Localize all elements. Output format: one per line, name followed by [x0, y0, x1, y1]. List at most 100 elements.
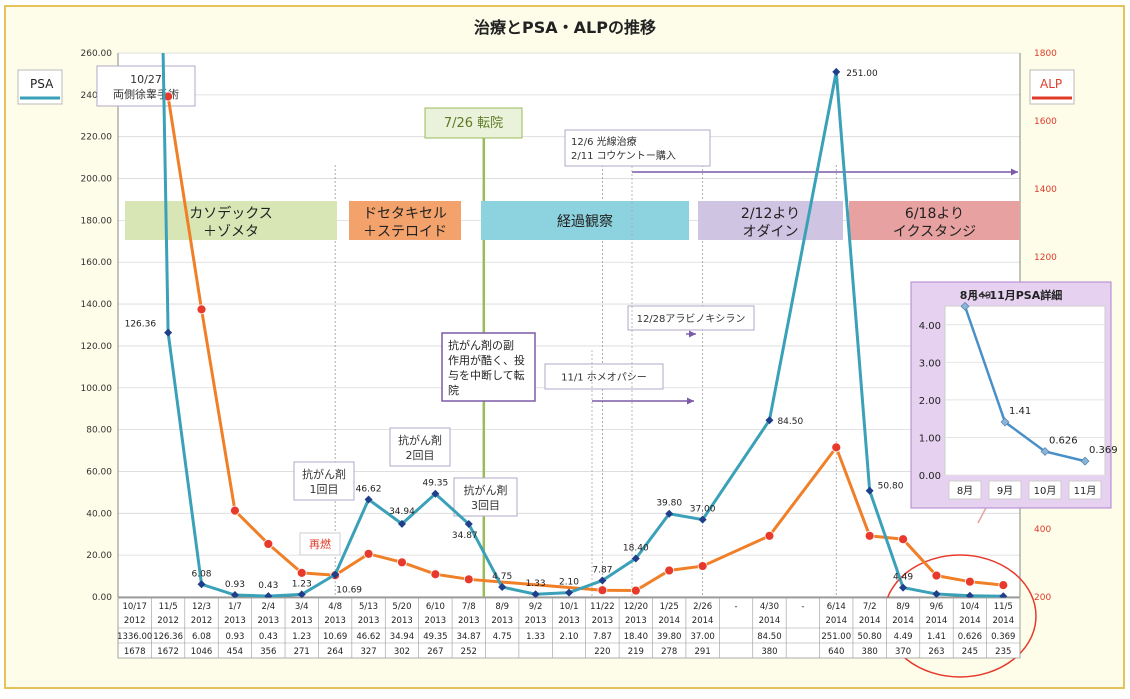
- phase-label: ＋ステロイド: [363, 224, 447, 240]
- table-year: 2014: [759, 616, 781, 626]
- alp-point: [397, 557, 407, 568]
- psa-data-label: 34.94: [389, 507, 415, 517]
- table-year: 2013: [558, 616, 580, 626]
- table-psa-value: 0.369: [991, 632, 1015, 642]
- alp-point: [597, 585, 608, 596]
- table-psa-value: 84.50: [757, 632, 781, 642]
- inset-data-label: 0.369: [1089, 445, 1118, 456]
- phase-label: イクスタンジ: [893, 224, 976, 240]
- table-year: 2013: [458, 616, 480, 626]
- table-date: 7/8: [462, 602, 476, 612]
- alp-point: [664, 565, 675, 576]
- psa-data-label: 2.10: [559, 578, 579, 588]
- chart-title: 治療とPSA・ALPの推移: [474, 18, 656, 37]
- inset-category-label: 11月: [1074, 485, 1097, 497]
- table-year: 2013: [291, 616, 313, 626]
- phase-label: ドセタキセル: [363, 206, 447, 222]
- homeo-annotation-text: 11/1 ホメオパシー: [561, 372, 647, 384]
- table-date: 9/2: [529, 602, 543, 612]
- psa-data-label: 34.87: [452, 531, 478, 541]
- phase-label: 経過観察: [557, 213, 613, 230]
- radiation-annotation-text: 2/11 コウケントー購入: [571, 149, 676, 162]
- phase-band: [481, 201, 689, 240]
- table-alp-value: 1046: [191, 647, 213, 657]
- right-tick-label: 400: [1034, 525, 1051, 535]
- phase-band: [349, 201, 461, 240]
- stop-annotation-box: [441, 332, 536, 402]
- chemo3-annotation-box: [453, 477, 518, 517]
- table-alp-value: 220: [594, 647, 610, 657]
- inset-point: [1000, 417, 1010, 427]
- inset-category-label: 8月: [957, 485, 973, 497]
- chemo2-annotation-text: 2回目: [406, 449, 435, 462]
- left-tick-label: 80.00: [86, 426, 112, 436]
- transfer-annotation-text: 7/26 転院: [444, 116, 503, 131]
- left-tick-label: 220.00: [81, 133, 113, 143]
- alp-axis-label: ALP: [1040, 77, 1062, 91]
- table-alp-value: 370: [895, 647, 911, 657]
- alp-point: [430, 569, 441, 580]
- psa-point: [431, 489, 440, 498]
- chemo1-annotation-box: [293, 461, 355, 501]
- table-date: 9/6: [930, 602, 944, 612]
- table-psa-value: 1.41: [927, 632, 946, 642]
- alp-point: [864, 530, 875, 541]
- table-year: 2013: [625, 616, 647, 626]
- psa-point: [932, 590, 941, 599]
- table-date: 1/25: [660, 602, 679, 612]
- psa-data-label: 50.80: [878, 482, 904, 492]
- table-alp-value: 1672: [157, 647, 179, 657]
- table-date: 4/30: [760, 602, 779, 612]
- table-alp-value: 267: [427, 647, 443, 657]
- stop-annotation-text: 作用が酷く、投: [448, 353, 525, 367]
- table-psa-value: 4.75: [493, 632, 512, 642]
- table-alp-value: 302: [394, 647, 410, 657]
- table-psa-value: 2.10: [560, 632, 579, 642]
- table-psa-value: 50.80: [857, 632, 881, 642]
- table-year: 2014: [658, 616, 680, 626]
- table-alp-value: 1678: [124, 647, 146, 657]
- table-date: 1/7: [228, 602, 242, 612]
- table-alp-value: 640: [828, 647, 844, 657]
- left-tick-label: 0.00: [92, 593, 112, 603]
- stop-annotation-text: 与を中断して転: [448, 368, 525, 382]
- right-tick-label: 1600: [1034, 117, 1057, 127]
- alp-point: [964, 576, 975, 587]
- psa-point: [297, 590, 306, 599]
- alp-point: [296, 567, 307, 578]
- inset-point: [960, 301, 970, 311]
- left-tick-label: 160.00: [81, 258, 113, 268]
- table-psa-value: 0.93: [225, 632, 244, 642]
- table-date: 4/8: [328, 602, 342, 612]
- phase-label: 2/12より: [741, 206, 800, 222]
- stop-annotation-text: 院: [448, 383, 459, 397]
- alp-legend: ALP: [1029, 69, 1075, 105]
- table-year: 2013: [391, 616, 413, 626]
- table-psa-value: 4.49: [894, 632, 913, 642]
- table-alp-value: 219: [628, 647, 644, 657]
- table-psa-value: 34.94: [390, 632, 414, 642]
- table-alp-value: 380: [862, 647, 878, 657]
- arabino-arrow-head: [689, 330, 696, 338]
- psa-data-label: 6.08: [191, 569, 211, 579]
- psa-point: [397, 519, 406, 528]
- psa-data-label: 1.33: [526, 579, 546, 589]
- table-date: 12/3: [192, 602, 211, 612]
- psa-point: [832, 67, 841, 76]
- table-date: 8/9: [896, 602, 910, 612]
- left-tick-label: 260.00: [81, 49, 113, 59]
- table-date: -: [801, 602, 804, 612]
- table-date: 6/10: [426, 602, 445, 612]
- inset-layer: 8月～11月PSA詳細 0.00 1.00 2.00 3.00 4.00 4.49 1.41 0…: [910, 281, 1118, 509]
- left-tick-label: 140.00: [81, 300, 113, 310]
- table-year: 2013: [592, 616, 614, 626]
- table-date: -: [734, 602, 737, 612]
- alp-point: [931, 570, 942, 581]
- psa-point: [197, 580, 206, 589]
- table-date: 11/22: [590, 602, 615, 612]
- table-psa-value: 49.35: [423, 632, 447, 642]
- psa-point: [565, 588, 573, 597]
- table-year: 2014: [825, 616, 847, 626]
- table-date: 11/5: [994, 602, 1013, 612]
